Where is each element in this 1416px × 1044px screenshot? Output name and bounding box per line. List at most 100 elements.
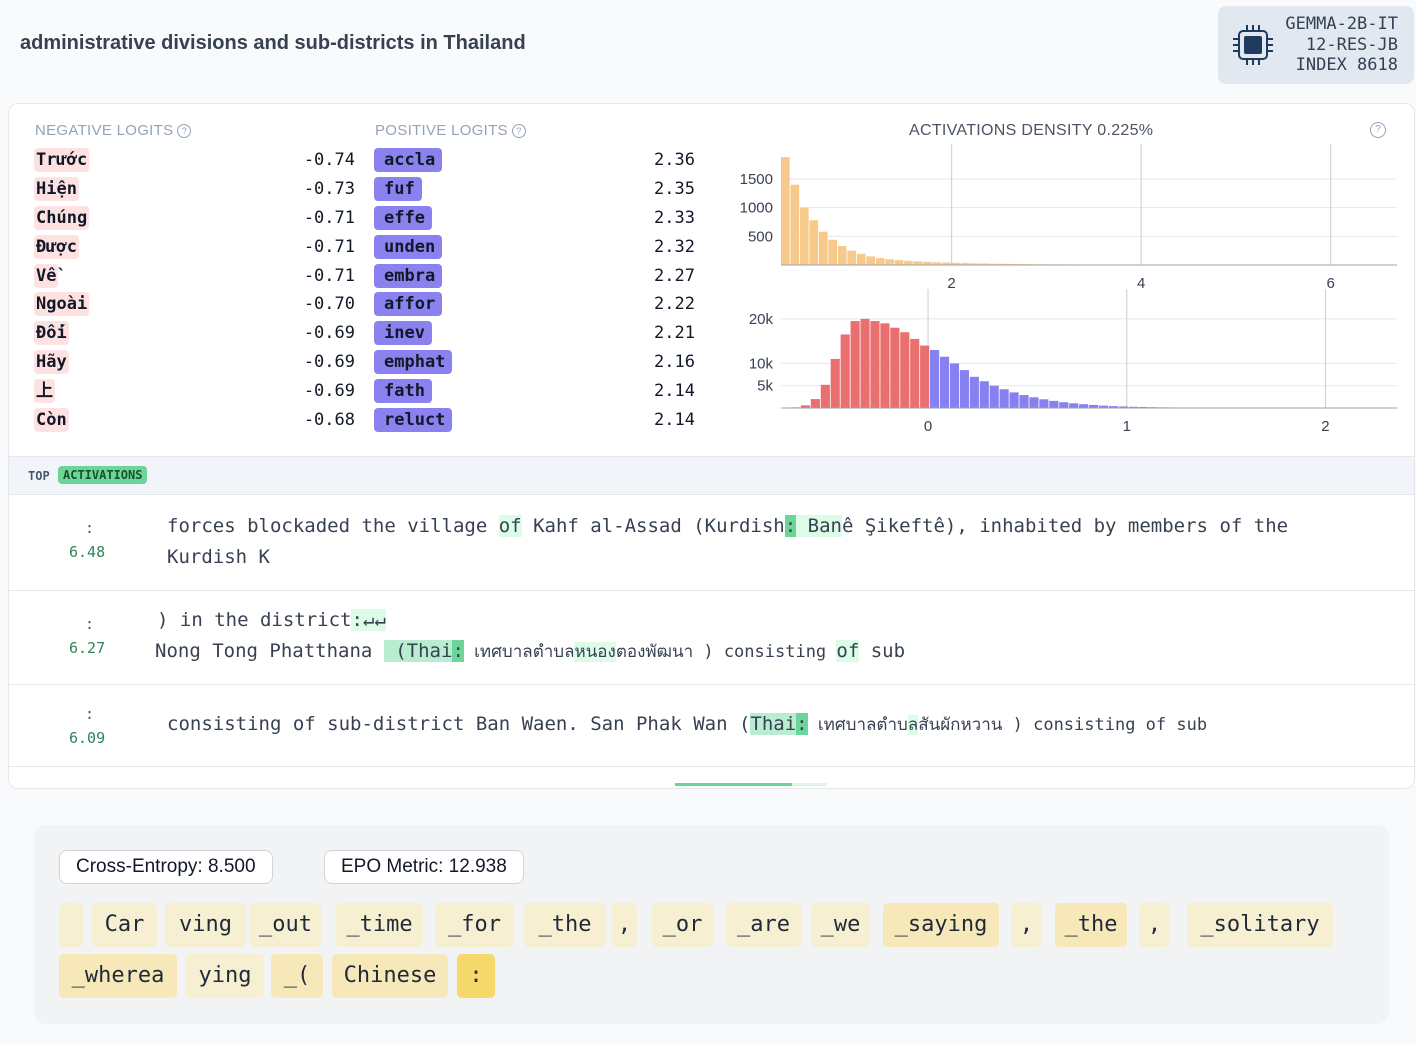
token-chip[interactable]: , — [1139, 903, 1170, 947]
layer-name: 12-RES-JB — [1305, 34, 1398, 55]
help-icon[interactable]: ? — [511, 124, 526, 139]
activation-row[interactable]: : 6.48 forces blockaded the village of K… — [9, 494, 1414, 591]
histogram-bar — [790, 184, 800, 265]
token-chip[interactable]: _solitary — [1187, 903, 1333, 947]
activation-row[interactable]: : 6.27 ) in the district:↵↵ Nong Tong Ph… — [9, 590, 1414, 685]
token-chip[interactable]: ving — [165, 903, 246, 947]
token-chip[interactable]: ying — [186, 954, 264, 998]
histogram-bar — [910, 338, 920, 408]
activation-row[interactable] — [9, 766, 1414, 788]
token-chip[interactable]: _saying — [883, 903, 999, 947]
positive-token: effe — [374, 206, 432, 230]
histogram-bar — [969, 376, 979, 408]
activation-text: forces blockaded the village of Kahf al-… — [167, 515, 1289, 537]
negative-value: -0.73 — [303, 179, 355, 199]
x-tick-label: 2 — [1321, 418, 1329, 435]
token-chip[interactable]: _the — [1055, 903, 1127, 947]
feature-index: INDEX 8618 — [1295, 55, 1398, 75]
token-chip[interactable]: , — [1011, 903, 1042, 947]
token-chip[interactable] — [59, 903, 83, 947]
negative-token: Hãy — [34, 350, 69, 374]
histogram-bar — [837, 246, 847, 265]
histogram-bar — [1079, 404, 1089, 408]
token-chip[interactable]: _or — [652, 903, 713, 947]
histogram-bar — [800, 405, 811, 408]
help-icon[interactable]: ? — [1370, 122, 1386, 138]
histogram-bar — [860, 318, 870, 408]
histogram-bar — [1019, 395, 1029, 408]
y-tick-label: 1500 — [740, 171, 773, 188]
negative-token: Đối — [34, 321, 69, 345]
horizontal-scrollbar[interactable] — [675, 783, 827, 786]
histogram-bar — [850, 321, 860, 408]
positive-token: reluct — [374, 408, 453, 432]
positive-token: fuf — [374, 177, 422, 201]
histogram-bar — [809, 220, 819, 265]
density-histogram: 500 1000 1500 2 4 6 — [740, 144, 1397, 292]
activation-score: 6.48 — [69, 543, 106, 561]
cross-entropy-metric: Cross-Entropy: 8.500 — [59, 850, 273, 884]
scrollbar-thumb[interactable] — [675, 783, 792, 786]
positive-value: 2.35 — [654, 179, 695, 199]
y-tick-label: 10k — [749, 355, 774, 372]
negative-value: -0.70 — [303, 294, 355, 314]
x-tick-label: 2 — [947, 275, 955, 292]
histogram-bar — [875, 258, 885, 265]
top-activations-header: TOP ACTIVATIONS — [9, 456, 1414, 495]
token-chip[interactable]: _( — [271, 954, 323, 998]
y-tick-label: 5k — [757, 378, 773, 395]
activation-row[interactable]: : 6.09 consisting of sub-district Ban Wa… — [9, 684, 1414, 767]
histogram-bar — [840, 334, 850, 408]
histogram-bar — [951, 262, 961, 265]
positive-value: 2.14 — [654, 410, 695, 430]
histogram-bar — [949, 363, 960, 408]
token-chip[interactable]: _time — [336, 903, 423, 947]
negative-value: -0.74 — [303, 150, 355, 170]
histogram-bar — [847, 250, 857, 265]
x-tick-label: 4 — [1137, 275, 1145, 292]
activation-text: consisting of sub-district Ban Waen. San… — [167, 713, 1208, 735]
token-chip[interactable]: _out — [250, 903, 321, 947]
positive-value: 2.36 — [654, 150, 695, 170]
histogram-bar — [989, 385, 999, 408]
positive-token: fath — [374, 379, 432, 403]
token-chip[interactable]: _the — [524, 903, 606, 947]
positive-value: 2.21 — [654, 323, 695, 343]
feature-title: administrative divisions and sub-distric… — [20, 32, 526, 54]
histogram-bar — [980, 263, 989, 265]
histogram-bar — [1089, 404, 1099, 408]
token-chip[interactable]: _for — [435, 903, 514, 947]
token-chip[interactable]: Car — [92, 903, 157, 947]
histogram-bar — [923, 261, 932, 265]
histogram-bar — [932, 262, 942, 265]
histogram-bar — [999, 389, 1009, 408]
positive-value: 2.27 — [654, 266, 695, 286]
positive-token: inev — [374, 321, 432, 345]
x-tick-label: 1 — [1123, 418, 1131, 435]
histogram-bar — [856, 253, 866, 265]
histogram-bar — [939, 356, 950, 408]
histogram-bar — [970, 263, 980, 265]
token-chip[interactable]: _wherea — [59, 954, 177, 998]
negative-value: -0.71 — [303, 237, 355, 257]
token-chip[interactable]: , — [612, 903, 637, 947]
histogram-bar — [998, 263, 1008, 265]
token-chip[interactable]: : — [457, 954, 495, 998]
token-chip[interactable]: _we — [811, 903, 870, 947]
histogram-bar — [890, 327, 900, 408]
histogram-bar — [1049, 400, 1059, 408]
histogram-bar — [904, 260, 913, 265]
negative-value: -0.71 — [303, 266, 355, 286]
histogram-bar — [866, 256, 875, 265]
activations-tag: ACTIVATIONS — [58, 466, 148, 484]
histogram-bar — [920, 345, 930, 408]
density-title: ACTIVATIONS DENSITY 0.225% — [909, 122, 1154, 139]
token-chip[interactable]: Chinese — [332, 954, 448, 998]
negative-token: Ngoài — [34, 292, 90, 316]
negative-value: -0.68 — [303, 410, 355, 430]
negative-token: Về — [34, 264, 59, 288]
negative-token: Còn — [34, 408, 69, 432]
help-icon[interactable]: ? — [177, 124, 192, 139]
token-chip[interactable]: _are — [726, 903, 801, 947]
positive-token: unden — [374, 235, 443, 259]
